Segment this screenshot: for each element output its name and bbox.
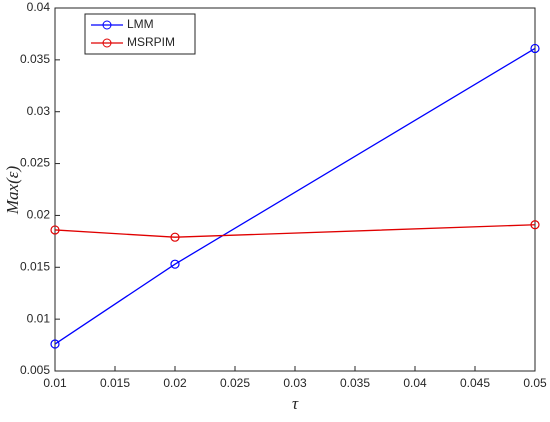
y-axis-label: Max(ε) [3, 166, 22, 216]
y-tick-label: 0.035 [20, 52, 50, 66]
x-tick-label: 0.05 [523, 376, 547, 390]
y-tick-label: 0.02 [27, 208, 51, 222]
y-tick-label: 0.015 [20, 259, 50, 273]
x-tick-label: 0.04 [403, 376, 427, 390]
x-tick-label: 0.02 [163, 376, 187, 390]
y-tick-label: 0.005 [20, 363, 50, 377]
legend-marker [102, 20, 112, 30]
y-tick-label: 0.01 [27, 311, 51, 325]
marker [530, 220, 540, 230]
x-tick-label: 0.045 [460, 376, 490, 390]
y-tick-label: 0.03 [27, 104, 51, 118]
series-line [54, 224, 536, 238]
legend-label: MSRPIM [127, 35, 175, 49]
marker [50, 339, 60, 349]
x-tick-label: 0.025 [220, 376, 250, 390]
marker [50, 225, 60, 235]
marker [530, 43, 540, 54]
x-axis-label: τ [292, 394, 299, 413]
y-tick-label: 0.025 [20, 156, 50, 170]
x-tick-label: 0.01 [43, 376, 67, 390]
marker [170, 259, 180, 269]
y-tick-label: 0.04 [27, 0, 51, 14]
legend [84, 13, 196, 55]
series-line [54, 47, 536, 345]
legend-marker [102, 38, 112, 48]
x-tick-label: 0.03 [283, 376, 307, 390]
legend-label: LMM [127, 17, 154, 31]
x-tick-label: 0.035 [340, 376, 370, 390]
plot-area [54, 7, 536, 372]
x-tick-label: 0.015 [100, 376, 130, 390]
marker [170, 232, 180, 242]
